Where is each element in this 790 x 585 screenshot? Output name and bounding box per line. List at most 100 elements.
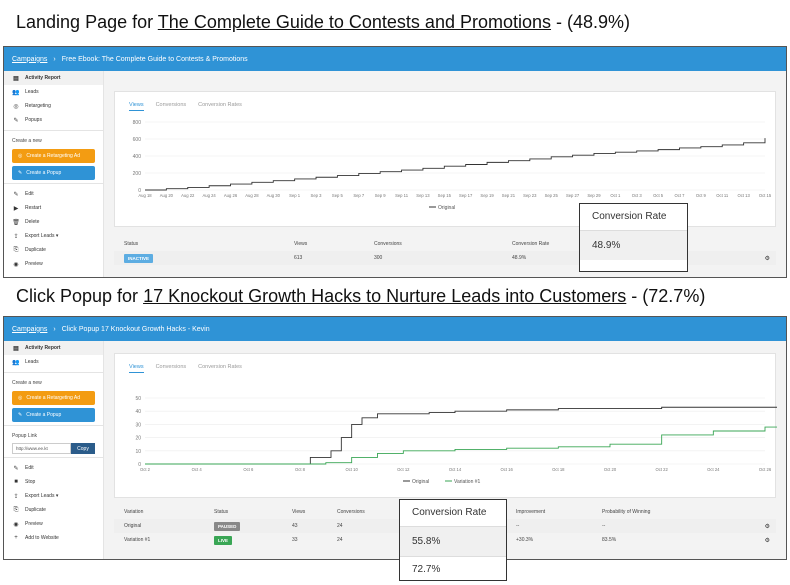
gear-icon[interactable]: ⚙ <box>764 523 770 530</box>
header-status: Status <box>124 241 139 247</box>
tab-views[interactable]: Views <box>129 102 144 111</box>
create-popup-button[interactable]: ✎ Create a Popup <box>12 166 95 180</box>
x-tick-label: Oct 11 <box>716 193 729 198</box>
sidebar-item-activity-report[interactable]: ▤ Activity Report <box>4 341 103 355</box>
stop-icon: ■ <box>14 479 18 485</box>
sidebar-item-preview[interactable]: ◉ Preview <box>4 517 103 531</box>
popup-link-input[interactable]: http://www.ee.kt <box>12 443 71 454</box>
heading-link[interactable]: The Complete Guide to Contests and Promo… <box>157 12 552 32</box>
sidebar-item-duplicate[interactable]: ⎘ Duplicate <box>4 243 103 257</box>
y-tick-label: 400 <box>133 154 142 160</box>
tab-conversion-rates[interactable]: Conversion Rates <box>198 364 242 370</box>
breadcrumb-separator: › <box>53 325 56 333</box>
x-tick-label: Oct 15 <box>759 193 772 198</box>
sidebar-item-leads[interactable]: 👥 Leads <box>4 355 103 369</box>
sidebar-item-label: Popups <box>25 117 42 123</box>
tab-views[interactable]: Views <box>129 364 144 373</box>
sidebar-item-stop[interactable]: ■ Stop <box>4 475 103 489</box>
header-status: Status <box>214 509 229 515</box>
create-retargeting-ad-button[interactable]: ◎ Create a Retargeting Ad <box>12 391 95 405</box>
variation-name: Original <box>124 523 142 529</box>
gear-icon[interactable]: ⚙ <box>764 255 770 262</box>
callout-value-variation: 72.7% <box>400 556 506 581</box>
y-tick-label: 800 <box>133 120 142 126</box>
x-tick-label: Sep 11 <box>395 193 409 198</box>
button-label: Create a Retargeting Ad <box>26 153 81 159</box>
callout-title: Conversion Rate <box>400 500 506 527</box>
y-tick-label: 0 <box>138 462 141 468</box>
tab-conversion-rates[interactable]: Conversion Rates <box>198 102 242 108</box>
gear-icon[interactable]: ⚙ <box>764 537 770 544</box>
popup-link-row: http://www.ee.kt Copy <box>12 443 95 454</box>
x-tick-label: Oct 22 <box>655 467 668 472</box>
sidebar-item-duplicate[interactable]: ⎘ Duplicate <box>4 503 103 517</box>
sidebar-item-restart[interactable]: ▶ Restart <box>4 201 103 215</box>
sidebar-item-export-leads[interactable]: ⇪ Export Leads ▾ <box>4 229 103 243</box>
breadcrumb-campaigns[interactable]: Campaigns <box>12 55 48 63</box>
y-tick-label: 20 <box>135 436 141 442</box>
conversions-value: 300 <box>374 255 383 261</box>
edit-icon: ✎ <box>13 191 19 198</box>
sidebar-item-preview[interactable]: ◉ Preview <box>4 257 103 271</box>
y-tick-label: 0 <box>138 188 141 194</box>
sidebar-item-label: Retargeting <box>25 103 51 109</box>
chart-tabs: Views Conversions Conversion Rates <box>129 364 242 373</box>
create-new-label: Create a new <box>12 380 42 386</box>
sidebar: ▤ Activity Report 👥 Leads Create a new ◎ Creat… <box>4 341 104 559</box>
conversion-rate-callout-1: Conversion Rate 48.9% <box>579 203 688 272</box>
breadcrumb: Campaigns › Click Popup 17 Knockout Grow… <box>4 317 786 341</box>
x-tick-label: Sep 5 <box>332 193 344 198</box>
sidebar-item-popups[interactable]: ✎ Popups <box>4 113 103 127</box>
divider <box>4 130 103 131</box>
create-retargeting-ad-button[interactable]: ◎ Create a Retargeting Ad <box>12 149 95 163</box>
heading-click-popup: Click Popup for 17 Knockout Growth Hacks… <box>16 286 705 307</box>
leads-icon: 👥 <box>12 89 20 96</box>
x-tick-label: Sep 7 <box>353 193 365 198</box>
x-tick-label: Oct 4 <box>192 467 203 472</box>
views-value: 43 <box>292 523 298 529</box>
copy-button[interactable]: Copy <box>71 443 95 454</box>
activity-report-icon: ▤ <box>13 345 19 352</box>
sidebar-item-add-to-website[interactable]: + Add to Website <box>4 531 103 545</box>
x-tick-label: Oct 24 <box>707 467 720 472</box>
x-tick-label: Aug 22 <box>181 193 195 198</box>
pencil-icon: ✎ <box>18 170 23 176</box>
heading-link[interactable]: 17 Knockout Growth Hacks to Nurture Lead… <box>143 286 627 306</box>
y-tick-label: 200 <box>133 171 142 177</box>
conversion-rate-callout-2: Conversion Rate 55.8% 72.7% <box>399 499 507 581</box>
button-label: Create a Retargeting Ad <box>26 395 81 401</box>
y-tick-label: 40 <box>135 409 141 415</box>
table-header-row: Status Views Conversions Conversion Rate <box>114 237 776 251</box>
preview-icon: ◉ <box>13 261 19 268</box>
divider <box>4 425 103 426</box>
x-tick-label: Oct 7 <box>674 193 685 198</box>
sidebar-item-leads[interactable]: 👥 Leads <box>4 85 103 99</box>
pencil-icon: ✎ <box>18 412 23 418</box>
sidebar-item-delete[interactable]: 🗑 Delete <box>4 215 103 229</box>
x-tick-label: Oct 5 <box>653 193 664 198</box>
edit-icon: ✎ <box>13 465 19 472</box>
table-header-row: Variation Status Views Conversions Impro… <box>114 505 776 519</box>
sidebar-item-retargeting[interactable]: ◎ Retargeting <box>4 99 103 113</box>
sidebar-item-label: Restart <box>25 205 42 211</box>
tab-conversions[interactable]: Conversions <box>155 364 187 370</box>
callout-title: Conversion Rate <box>580 204 687 231</box>
status-badge: INACTIVE <box>124 253 154 263</box>
sidebar-item-activity-report[interactable]: ▤ Activity Report <box>4 71 103 85</box>
series-line-original <box>145 138 766 191</box>
duplicate-icon: ⎘ <box>13 506 19 513</box>
sidebar-item-edit[interactable]: ✎ Edit <box>4 461 103 475</box>
breadcrumb-campaigns[interactable]: Campaigns <box>12 325 48 333</box>
sidebar-item-edit[interactable]: ✎ Edit <box>4 187 103 201</box>
improvement-value: +30.3% <box>516 537 534 543</box>
export-leads-icon: ⇪ <box>13 493 19 500</box>
x-tick-label: Aug 24 <box>202 193 216 198</box>
tab-conversions[interactable]: Conversions <box>155 102 187 108</box>
x-tick-label: Sep 1 <box>289 193 301 198</box>
sidebar-item-export-leads[interactable]: ⇪ Export Leads ▾ <box>4 489 103 503</box>
target-icon: ◎ <box>18 153 23 159</box>
sidebar-item-label: Export Leads ▾ <box>25 233 59 239</box>
sidebar-item-label: Add to Website <box>25 535 59 541</box>
create-popup-button[interactable]: ✎ Create a Popup <box>12 408 95 422</box>
conversions-value: 24 <box>337 537 343 543</box>
